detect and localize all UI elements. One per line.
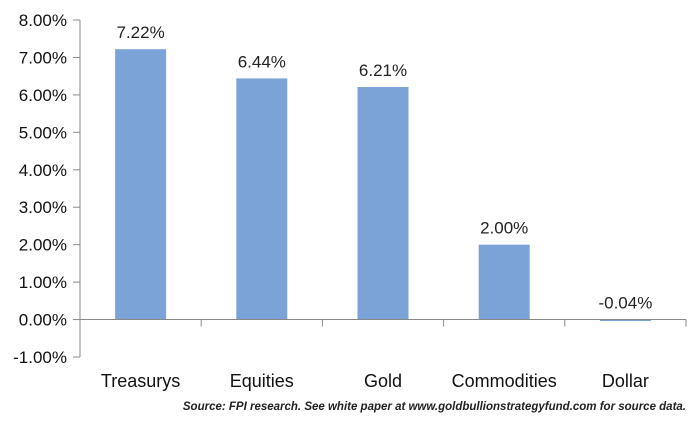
category-label: Commodities — [452, 371, 557, 391]
y-tick-label: 6.00% — [19, 86, 67, 105]
y-tick-label: 2.00% — [19, 236, 67, 255]
data-label: 7.22% — [116, 23, 164, 42]
category-label: Treasurys — [101, 371, 180, 391]
source-note: Source: FPI research. See white paper at… — [182, 401, 686, 413]
y-tick-label: 4.00% — [19, 161, 67, 180]
bar-equities — [236, 78, 288, 320]
y-tick-label: 3.00% — [19, 198, 67, 217]
bar-treasurys — [115, 49, 167, 320]
category-label: Dollar — [602, 371, 649, 391]
data-label: 6.21% — [359, 61, 407, 80]
y-tick-label: 1.00% — [19, 273, 67, 292]
y-axis: 8.00% 7.00% 6.00% 5.00% 4.00% 3.00% 2.00% 1.00%… — [13, 11, 81, 367]
bar-commodities — [478, 244, 530, 320]
bar-dollar — [599, 319, 651, 322]
bar-gold — [357, 87, 409, 320]
y-tick-label: 0.00% — [19, 311, 67, 330]
data-label: 6.44% — [238, 52, 286, 71]
data-label: 2.00% — [480, 219, 528, 238]
y-tick-label: -1.00% — [13, 348, 67, 367]
x-axis: Treasurys Equities Gold Commodities Dollar — [80, 319, 687, 391]
data-label: -0.04% — [598, 294, 652, 313]
y-tick-label: 7.00% — [19, 48, 67, 67]
category-label: Gold — [364, 371, 402, 391]
category-label: Equities — [230, 371, 294, 391]
data-labels: 7.22% 6.44% 6.21% 2.00% -0.04% — [116, 23, 652, 312]
bars — [115, 49, 651, 322]
y-tick-label: 8.00% — [19, 11, 67, 30]
y-tick-label: 5.00% — [19, 123, 67, 142]
